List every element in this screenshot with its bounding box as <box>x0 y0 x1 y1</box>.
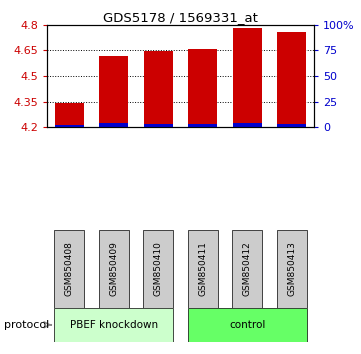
Text: GSM850412: GSM850412 <box>243 242 252 296</box>
Bar <box>55 125 84 127</box>
Text: GSM850411: GSM850411 <box>198 241 207 297</box>
Text: control: control <box>229 320 265 330</box>
Bar <box>233 28 262 127</box>
Bar <box>277 33 306 127</box>
Text: GSM850409: GSM850409 <box>109 241 118 297</box>
Bar <box>144 51 173 127</box>
Bar <box>188 308 307 342</box>
Text: PBEF knockdown: PBEF knockdown <box>70 320 158 330</box>
Title: GDS5178 / 1569331_at: GDS5178 / 1569331_at <box>103 11 258 24</box>
Bar <box>99 230 129 308</box>
Bar <box>143 230 173 308</box>
Text: protocol: protocol <box>4 320 49 330</box>
Bar <box>54 230 84 308</box>
Bar <box>55 103 84 127</box>
Bar <box>188 124 217 127</box>
Bar <box>99 56 128 127</box>
Bar <box>188 49 217 127</box>
Text: GSM850410: GSM850410 <box>154 241 163 297</box>
Bar <box>144 124 173 127</box>
Text: GSM850413: GSM850413 <box>287 241 296 297</box>
Bar <box>233 123 262 127</box>
Bar <box>232 230 262 308</box>
Bar <box>277 124 306 127</box>
Bar <box>277 230 307 308</box>
Bar <box>188 230 218 308</box>
Bar <box>54 308 173 342</box>
Bar <box>99 123 128 127</box>
Text: GSM850408: GSM850408 <box>65 241 74 297</box>
